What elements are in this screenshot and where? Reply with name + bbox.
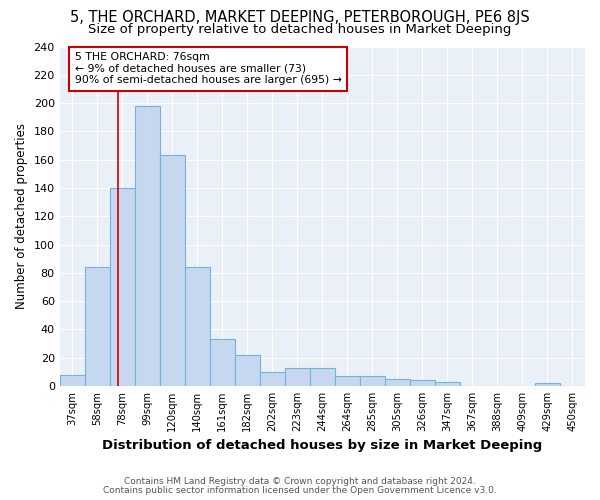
Text: 5, THE ORCHARD, MARKET DEEPING, PETERBOROUGH, PE6 8JS: 5, THE ORCHARD, MARKET DEEPING, PETERBOR… <box>70 10 530 25</box>
Bar <box>110 188 135 386</box>
Bar <box>260 372 285 386</box>
Bar <box>360 376 385 386</box>
Bar <box>435 382 460 386</box>
Bar <box>535 383 560 386</box>
Text: Contains HM Land Registry data © Crown copyright and database right 2024.: Contains HM Land Registry data © Crown c… <box>124 477 476 486</box>
Bar <box>210 340 235 386</box>
Text: 5 THE ORCHARD: 76sqm
← 9% of detached houses are smaller (73)
90% of semi-detach: 5 THE ORCHARD: 76sqm ← 9% of detached ho… <box>74 52 341 86</box>
Bar <box>410 380 435 386</box>
Bar <box>185 267 210 386</box>
X-axis label: Distribution of detached houses by size in Market Deeping: Distribution of detached houses by size … <box>102 440 542 452</box>
Bar <box>310 368 335 386</box>
Bar <box>160 156 185 386</box>
Bar <box>235 355 260 386</box>
Text: Contains public sector information licensed under the Open Government Licence v3: Contains public sector information licen… <box>103 486 497 495</box>
Bar <box>335 376 360 386</box>
Bar <box>135 106 160 386</box>
Bar <box>85 267 110 386</box>
Bar <box>385 379 410 386</box>
Bar <box>59 374 85 386</box>
Bar <box>285 368 310 386</box>
Text: Size of property relative to detached houses in Market Deeping: Size of property relative to detached ho… <box>88 22 512 36</box>
Y-axis label: Number of detached properties: Number of detached properties <box>15 123 28 309</box>
